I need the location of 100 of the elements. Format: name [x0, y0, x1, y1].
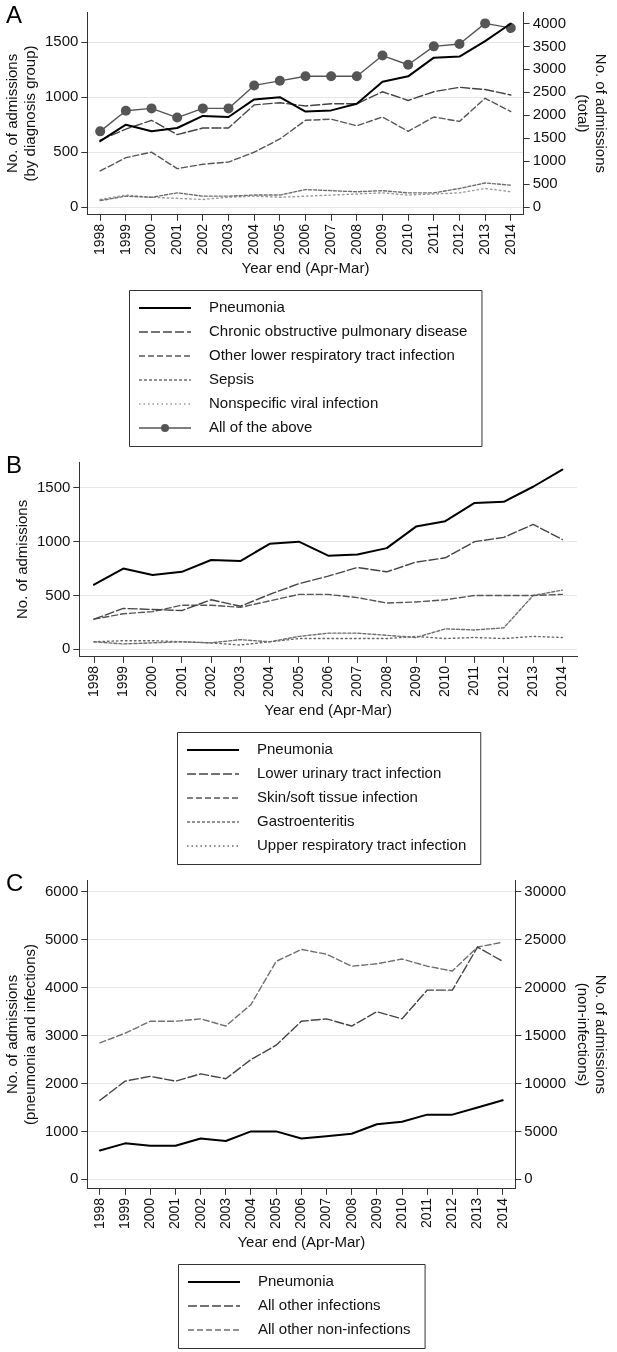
x-tick-label: 1998 [90, 1197, 107, 1230]
y-tick-label: 500 [53, 142, 79, 160]
legend-label: Sepsis [209, 370, 255, 388]
y-tick-label: 1000 [44, 1121, 79, 1139]
x-tick-label: 2013 [468, 1197, 485, 1230]
x-tick-label: 1998 [84, 665, 101, 698]
y2-tick-label: 10000 [524, 1073, 567, 1091]
x-tick-label: 2004 [260, 665, 277, 698]
x-tick-label: 2001 [168, 223, 185, 256]
y-tick-label: 0 [62, 639, 71, 657]
x-tick-label: 2012 [450, 223, 467, 256]
y-tick-label: 500 [45, 585, 71, 603]
x-tick-label: 2007 [348, 665, 365, 698]
x-tick-label: 2007 [317, 1197, 334, 1230]
x-axis-title: Year end (Apr-Mar) [264, 701, 393, 719]
y-tick-label: 1500 [36, 477, 71, 495]
y-axis-title: No. of admissions [13, 499, 31, 620]
legend-label: Pneumonia [258, 1272, 335, 1290]
x-tick-label: 2010 [399, 223, 416, 256]
y2-tick-label: 1500 [532, 128, 567, 146]
y-tick-label: 6000 [44, 882, 79, 900]
x-tick-label: 2009 [406, 665, 423, 698]
chart-title: B [6, 450, 23, 478]
legend-label: All other infections [258, 1296, 381, 1314]
x-tick-label: 2006 [292, 1197, 309, 1230]
y2-axis-title: No. of admissions (non-infections) [574, 974, 610, 1095]
x-tick-label: 2000 [141, 1197, 158, 1230]
x-tick-label: 2012 [494, 665, 511, 698]
legend-label: Lower urinary tract infection [257, 764, 442, 782]
legend-label: All other non-infections [258, 1320, 411, 1338]
y2-tick-label: 3500 [532, 36, 567, 54]
x-tick-label: 2006 [296, 223, 313, 256]
x-tick-label: 2010 [436, 665, 453, 698]
legend-label: All of the above [209, 418, 313, 436]
x-tick-label: 2014 [553, 665, 570, 698]
x-tick-label: 2006 [319, 665, 336, 698]
x-tick-label: 2008 [347, 223, 364, 256]
x-axis-title: Year end (Apr-Mar) [237, 1233, 366, 1251]
x-tick-label: 2000 [143, 665, 160, 698]
x-tick-label: 2007 [322, 223, 339, 256]
x-tick-label: 2012 [443, 1197, 460, 1230]
x-tick-label: 2000 [142, 223, 159, 256]
x-tick-label: 2003 [219, 223, 236, 256]
legend-label: Skin/soft tissue infection [257, 788, 418, 806]
legend-label: Chronic obstructive pulmonary disease [209, 322, 468, 340]
y2-tick-label: 0 [532, 197, 541, 215]
x-tick-label: 2004 [241, 1197, 258, 1230]
y2-tick-label: 500 [532, 174, 558, 192]
x-tick-label: 2010 [392, 1197, 409, 1230]
x-tick-label: 2013 [476, 223, 492, 256]
y2-tick-label: 1000 [532, 151, 567, 169]
x-tick-label: 2011 [424, 223, 441, 254]
x-tick-label: 2008 [342, 1197, 359, 1230]
y-tick-label: 0 [70, 1169, 79, 1187]
y-tick-label: 1000 [44, 87, 79, 105]
y2-tick-label: 5000 [524, 1121, 558, 1139]
legend-label: Pneumonia [257, 740, 334, 758]
y-axis-title: No. of admissions (pneumonia and infections) [3, 943, 39, 1125]
x-tick-label: 2005 [270, 223, 287, 256]
legend-label: Upper respiratory tract infection [257, 836, 467, 854]
legend-label: Pneumonia [209, 298, 286, 316]
x-tick-label: 2005 [267, 1197, 284, 1230]
y2-tick-label: 3000 [532, 59, 567, 77]
x-tick-label: 2002 [191, 1197, 208, 1230]
y-tick-label: 5000 [44, 930, 79, 947]
x-tick-label: 2011 [465, 665, 482, 696]
legend-label: Nonspecific viral infection [209, 394, 379, 412]
x-tick-label: 2013 [523, 665, 540, 698]
y2-axis-title: No. of admissions (total) [574, 53, 610, 174]
y-tick-label: 4000 [44, 977, 79, 995]
x-tick-label: 2009 [367, 1197, 384, 1230]
y-tick-label: 0 [70, 197, 79, 215]
x-tick-label: 1999 [114, 665, 131, 698]
x-tick-label: 1999 [116, 223, 133, 256]
y-tick-label: 2000 [44, 1073, 79, 1091]
chart-title: A [6, 0, 23, 28]
x-tick-label: 2005 [289, 665, 306, 698]
y2-tick-label: 0 [524, 1169, 533, 1187]
legend-label: Other lower respiratory tract infection [209, 346, 455, 364]
y2-tick-label: 20000 [524, 977, 567, 995]
y-tick-label: 3000 [44, 1025, 79, 1043]
y2-tick-label: 15000 [524, 1025, 567, 1043]
x-tick-label: 2004 [245, 223, 262, 256]
chart-title: C [6, 868, 24, 896]
y2-tick-label: 25000 [524, 930, 567, 947]
y2-tick-label: 4000 [532, 13, 567, 31]
x-axis-title: Year end (Apr-Mar) [241, 259, 370, 277]
x-tick-label: 2002 [201, 665, 218, 698]
y-axis-title: No. of admissions (by diagnosis group) [3, 45, 39, 182]
x-tick-label: 2011 [418, 1197, 435, 1228]
x-tick-label: 2001 [172, 665, 189, 698]
x-tick-label: 1998 [91, 223, 108, 256]
legend-label: Gastroenteritis [257, 812, 355, 830]
x-tick-label: 2003 [231, 665, 248, 698]
x-tick-label: 2014 [493, 1197, 510, 1230]
x-tick-label: 2003 [216, 1197, 233, 1230]
y-tick-label: 1000 [36, 531, 71, 549]
x-tick-label: 1999 [115, 1197, 132, 1230]
y-tick-label: 1500 [44, 32, 79, 50]
x-tick-label: 2002 [193, 223, 210, 256]
